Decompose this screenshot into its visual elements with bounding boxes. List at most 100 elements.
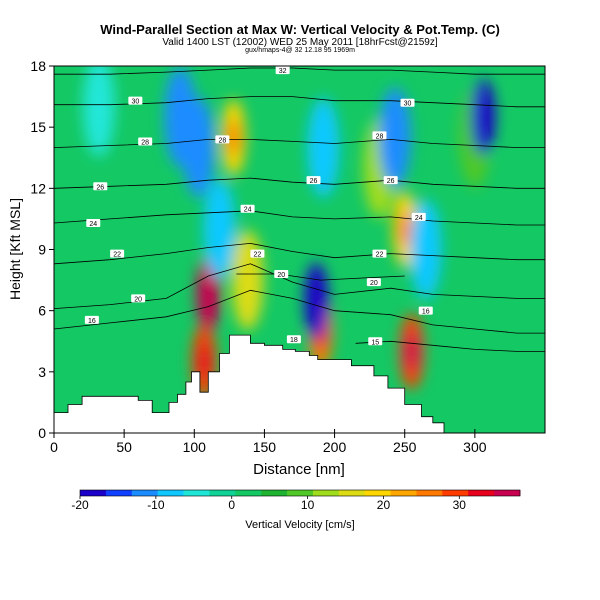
velocity-core-2 bbox=[227, 119, 240, 156]
colorbar-swatch-10 bbox=[338, 490, 366, 496]
colorbar-tick-label-5: 30 bbox=[453, 498, 467, 512]
terrain-mask bbox=[54, 334, 445, 433]
contour-label-bg-0 bbox=[306, 176, 321, 185]
isentrope-line-8 bbox=[54, 96, 545, 108]
colorbar-swatch-16 bbox=[494, 490, 521, 496]
isentrope-label-1: 15 bbox=[371, 339, 379, 346]
contour-label-bg-1 bbox=[240, 204, 255, 213]
velocity-core-6 bbox=[398, 211, 411, 248]
isentrope-label-bg-3 bbox=[274, 269, 289, 278]
isentrope-line-3 bbox=[236, 273, 405, 281]
chart-title: Wind-Parallel Section at Max W: Vertical… bbox=[100, 22, 500, 37]
isentrope-line-1 bbox=[355, 340, 545, 352]
contour-label-bg-3 bbox=[215, 135, 230, 144]
contour-label-bg-5 bbox=[372, 131, 387, 140]
contour-label-9: 16 bbox=[422, 309, 430, 316]
colorbar-tick-label-4: 20 bbox=[377, 498, 391, 512]
velocity-core-0 bbox=[202, 276, 215, 313]
contour-label-bg-2 bbox=[250, 249, 265, 258]
y-tick-label-4: 12 bbox=[30, 180, 46, 196]
colorbar-swatch-4 bbox=[183, 490, 210, 496]
x-axis-label: Distance [nm] bbox=[253, 461, 345, 478]
colorbar-tick-label-2: 0 bbox=[228, 498, 235, 512]
x-tick-label-4: 200 bbox=[323, 439, 347, 455]
x-tick-label-1: 50 bbox=[116, 439, 132, 455]
chart-source-line: gux/hmaps-4@ 32 12.18 95 1969m bbox=[245, 47, 355, 54]
velocity-cell-14 bbox=[378, 87, 411, 188]
y-axis-label: Height [Kft MSL] bbox=[7, 198, 23, 300]
y-tick-label-2: 6 bbox=[38, 303, 46, 319]
contour-label-bg-4 bbox=[383, 176, 398, 185]
colorbar-swatch-12 bbox=[390, 490, 417, 496]
colorbar-swatch-5 bbox=[209, 490, 236, 496]
isentrope-line-2 bbox=[54, 263, 545, 309]
velocity-core-1 bbox=[198, 343, 211, 380]
contour-label-8: 20 bbox=[370, 280, 378, 287]
isentrope-label-3: 20 bbox=[277, 272, 285, 279]
isentrope-label-bg-7 bbox=[138, 137, 153, 146]
isentrope-label-2: 20 bbox=[134, 296, 142, 303]
colorbar-tick-label-3: 10 bbox=[301, 498, 315, 512]
contour-label-2: 22 bbox=[254, 252, 262, 259]
isentrope-line-0 bbox=[54, 289, 545, 334]
isentrope-label-bg-6 bbox=[93, 182, 108, 191]
y-tick-label-1: 3 bbox=[38, 364, 46, 380]
isentrope-line-4 bbox=[54, 242, 545, 265]
velocity-cell-10 bbox=[203, 179, 236, 280]
contour-label-4: 26 bbox=[387, 178, 395, 185]
colorbar-label: Vertical Velocity [cm/s] bbox=[245, 519, 354, 531]
x-tick-label-2: 100 bbox=[183, 439, 207, 455]
y-tick-label-3: 9 bbox=[38, 242, 46, 258]
contour-label-bg-11 bbox=[286, 335, 301, 344]
isentrope-line-5 bbox=[54, 210, 545, 226]
colorbar-frame bbox=[79, 489, 521, 497]
colorbar-swatch-14 bbox=[442, 490, 469, 496]
isentrope-label-7: 28 bbox=[141, 139, 149, 146]
colorbar-swatch-7 bbox=[261, 490, 288, 496]
contour-label-7: 22 bbox=[376, 252, 384, 259]
isentrope-label-9: 32 bbox=[279, 68, 287, 75]
contour-label-5: 28 bbox=[376, 133, 384, 140]
chart-subtitle: Valid 1400 LST (12002) WED 25 May 2011 [… bbox=[162, 37, 438, 48]
x-tick-label-0: 0 bbox=[50, 439, 58, 455]
colorbar-swatch-0 bbox=[80, 490, 107, 496]
x-tick-label-5: 250 bbox=[393, 439, 417, 455]
contour-label-1: 24 bbox=[244, 207, 252, 214]
colorbar-tick-label-1: -10 bbox=[147, 498, 165, 512]
isentrope-label-bg-1 bbox=[368, 337, 383, 346]
isentrope-label-bg-2 bbox=[131, 294, 146, 303]
contour-label-bg-6 bbox=[411, 212, 426, 221]
contour-label-10: 30 bbox=[404, 101, 412, 108]
velocity-cell-17 bbox=[82, 66, 115, 157]
colorbar-swatch-11 bbox=[364, 490, 391, 496]
contour-label-bg-8 bbox=[366, 278, 381, 287]
colorbar-swatch-13 bbox=[416, 490, 443, 496]
isentrope-label-8: 30 bbox=[131, 99, 139, 106]
y-tick-label-6: 18 bbox=[30, 58, 46, 74]
velocity-cell-15 bbox=[409, 199, 442, 300]
colorbar-tick-label-0: -20 bbox=[71, 498, 89, 512]
isentrope-label-bg-5 bbox=[86, 218, 101, 227]
velocity-core-16 bbox=[477, 98, 490, 135]
contour-label-11: 18 bbox=[290, 337, 298, 344]
isentrope-label-5: 24 bbox=[89, 221, 97, 228]
x-tick-label-3: 150 bbox=[253, 439, 277, 455]
x-tick-label-6: 300 bbox=[463, 439, 487, 455]
velocity-cell-11 bbox=[182, 97, 215, 198]
colorbar-swatch-3 bbox=[157, 490, 184, 496]
colorbar-swatch-6 bbox=[235, 490, 262, 496]
velocity-core-7 bbox=[405, 333, 418, 370]
colorbar-swatch-1 bbox=[105, 490, 133, 496]
y-tick-label-0: 0 bbox=[38, 425, 46, 441]
contour-label-6: 24 bbox=[415, 215, 423, 222]
isentrope-label-bg-4 bbox=[110, 249, 125, 258]
velocity-cell-13 bbox=[307, 97, 340, 198]
isentrope-label-bg-9 bbox=[275, 66, 290, 75]
colorbar-swatch-9 bbox=[312, 490, 340, 496]
colorbar-swatch-15 bbox=[468, 490, 495, 496]
isentrope-line-9 bbox=[54, 67, 545, 75]
isentrope-label-6: 26 bbox=[96, 184, 104, 191]
contour-label-0: 26 bbox=[310, 178, 318, 185]
contour-label-bg-7 bbox=[372, 249, 387, 258]
